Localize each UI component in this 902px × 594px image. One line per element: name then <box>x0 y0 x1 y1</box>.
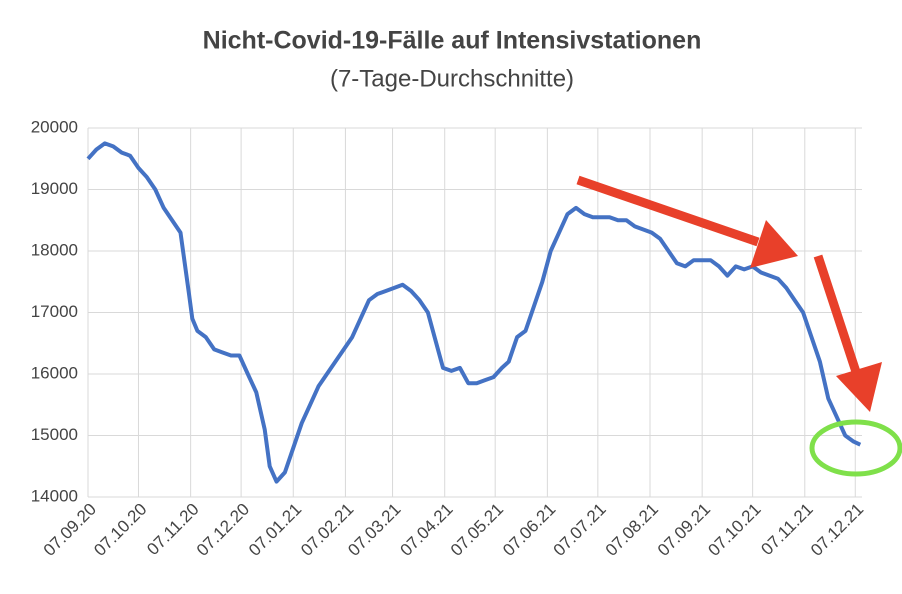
arrow-head <box>836 362 882 412</box>
x-tick-label: 07.10.21 <box>704 500 764 560</box>
x-tick-label: 07.09.20 <box>40 500 100 560</box>
chart-title: Nicht-Covid-19-Fälle auf Intensivstation… <box>203 27 702 55</box>
data-line <box>86 141 862 484</box>
y-tick-label: 20000 <box>31 117 78 136</box>
chart-subtitle: (7-Tage-Durchschnitte) <box>330 65 574 92</box>
x-tick-label: 07.04.21 <box>396 500 456 560</box>
x-tick-label: 07.01.21 <box>245 500 305 560</box>
x-tick-label: 07.12.20 <box>193 500 253 560</box>
x-tick-label: 07.09.21 <box>654 500 714 560</box>
x-tick-label: 07.07.21 <box>550 500 610 560</box>
y-tick-label: 18000 <box>31 240 78 259</box>
x-tick-label: 07.05.21 <box>447 500 507 560</box>
x-tick-label: 07.12.21 <box>807 500 867 560</box>
y-tick-label: 15000 <box>31 425 78 444</box>
arrow <box>576 175 760 247</box>
x-tick-label: 07.11.20 <box>143 500 202 559</box>
y-tick-label: 14000 <box>31 486 78 505</box>
x-tick-label: 07.08.21 <box>602 500 662 560</box>
x-tick-label: 07.10.20 <box>90 500 150 560</box>
y-tick-label: 16000 <box>31 363 78 382</box>
x-tick-label: 07.03.21 <box>344 500 404 560</box>
y-tick-label: 17000 <box>31 302 78 321</box>
x-tick-label: 07.11.21 <box>757 500 816 559</box>
y-tick-label: 19000 <box>31 179 78 198</box>
highlight-ellipse <box>809 419 902 477</box>
arrow <box>813 254 863 380</box>
x-tick-label: 07.06.21 <box>499 500 559 560</box>
annotations <box>576 175 902 477</box>
arrow-head <box>750 220 798 268</box>
